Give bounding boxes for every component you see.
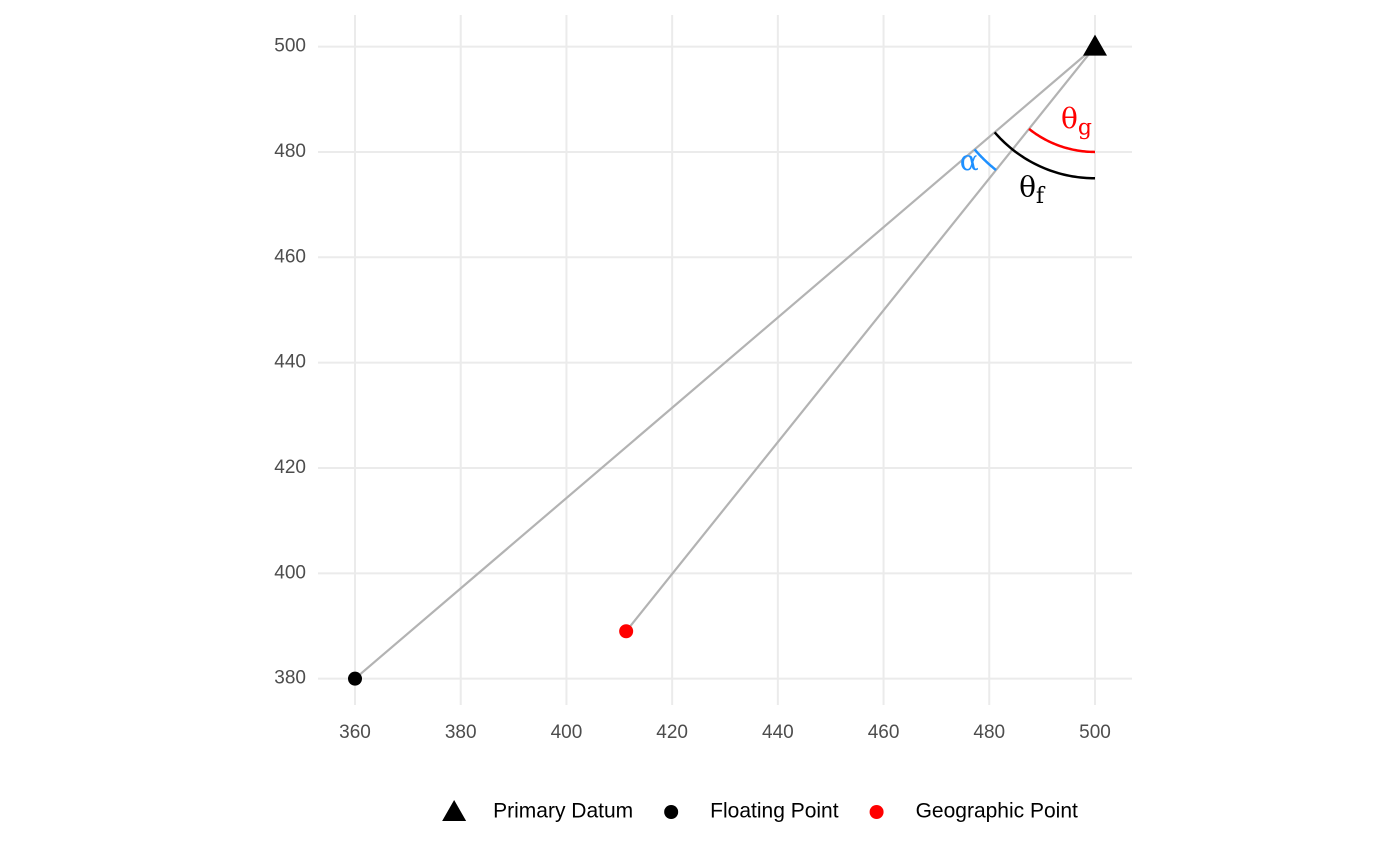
legend-symbol: [664, 805, 679, 819]
y-tick-label: 440: [274, 352, 306, 373]
x-tick-label: 500: [1079, 722, 1111, 743]
x-tick-label: 380: [445, 722, 477, 743]
x-tick-label: 360: [339, 722, 371, 743]
x-tick-label: 480: [973, 722, 1005, 743]
angle-label: α: [960, 144, 979, 177]
y-tick-label: 500: [274, 36, 306, 57]
y-tick-label: 400: [274, 562, 306, 583]
angle-arc: [993, 131, 1096, 180]
y-tick-label: 460: [274, 246, 306, 267]
angle-subscript: f: [1036, 184, 1046, 209]
x-tick-label: 420: [656, 722, 688, 743]
angle-arc: [973, 148, 997, 172]
y-tick-label: 420: [274, 457, 306, 478]
y-tick-label: 480: [274, 141, 306, 162]
x-tick-label: 440: [762, 722, 794, 743]
segment: [354, 45, 1096, 680]
point: [619, 624, 634, 639]
point: [1083, 34, 1107, 56]
angle-label: θg: [1061, 102, 1092, 140]
x-tick-label: 400: [551, 722, 583, 743]
legend-label: Primary Datum: [493, 800, 633, 823]
legend-symbol: [442, 800, 467, 821]
angle-arc: [1028, 127, 1096, 154]
legend-label: Geographic Point: [916, 800, 1078, 823]
x-tick-label: 460: [868, 722, 900, 743]
legend: Primary Datum Floating Point Geographic Po…: [442, 800, 1078, 823]
segment: [625, 45, 1096, 632]
point: [348, 671, 362, 686]
angle-label: θf: [1019, 170, 1046, 209]
legend-symbol: [869, 805, 884, 819]
y-tick-label: 380: [274, 668, 306, 689]
legend-label: Floating Point: [710, 800, 839, 823]
angle-subscript: g: [1078, 115, 1092, 140]
